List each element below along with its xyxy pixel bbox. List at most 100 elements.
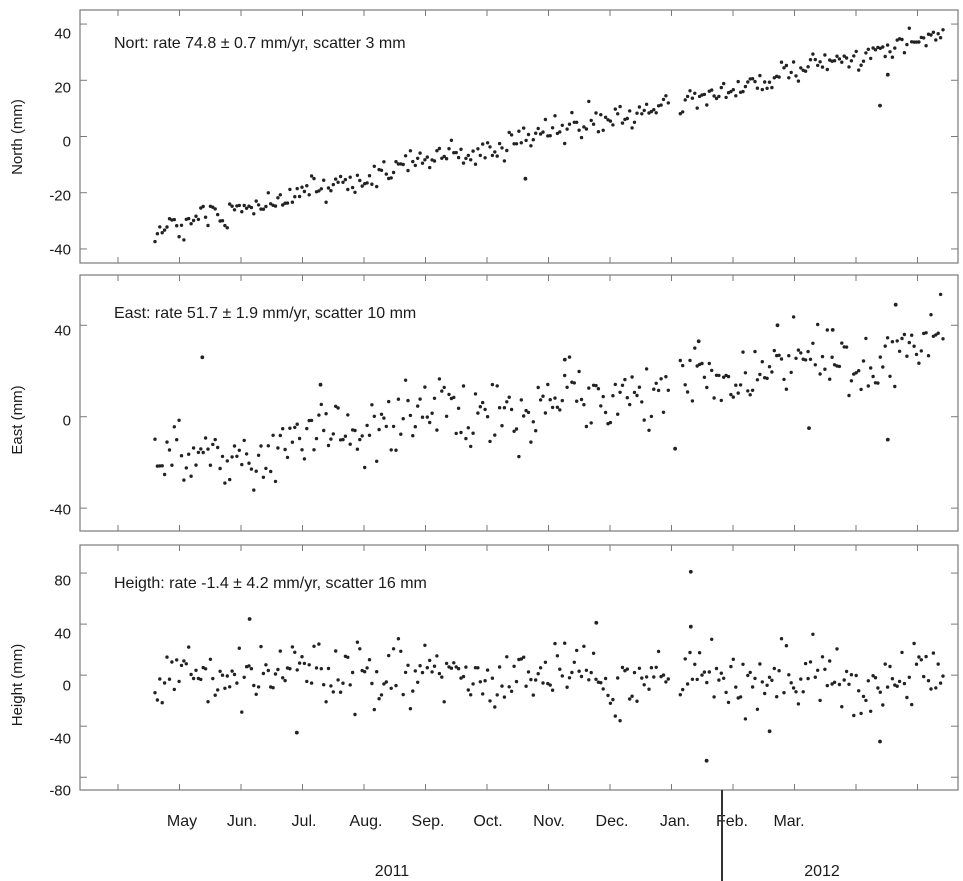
height-data-point <box>765 683 769 687</box>
height-data-point <box>575 648 579 653</box>
east-data-point <box>729 392 733 397</box>
north-data-point <box>717 94 721 99</box>
north-data-point <box>220 219 225 223</box>
east-data-point <box>546 382 550 387</box>
east-data-point <box>331 432 335 436</box>
north-data-point <box>254 199 258 203</box>
height-data-point <box>355 640 360 644</box>
height-data-point <box>753 676 757 681</box>
height-data-point <box>808 660 813 664</box>
height-data-point <box>628 697 632 701</box>
height-data-point <box>293 650 297 654</box>
east-data-point <box>936 331 940 335</box>
height-data-point <box>685 682 690 686</box>
north-data-point <box>541 130 545 134</box>
north-data-point <box>695 106 699 110</box>
north-data-point <box>565 127 569 131</box>
north-data-point <box>418 151 422 155</box>
height-data-point <box>791 686 796 690</box>
north-data-point <box>760 87 764 92</box>
height-data-point <box>408 707 413 711</box>
north-data-point <box>497 141 502 146</box>
height-data-point <box>782 691 786 695</box>
height-data-point <box>755 707 760 711</box>
east-data-point <box>888 374 892 378</box>
north-data-point <box>584 127 589 131</box>
height-data-point <box>309 681 314 685</box>
north-data-point <box>678 112 682 116</box>
east-data-point <box>228 477 232 482</box>
north-outlier-point <box>878 103 882 108</box>
east-data-point <box>334 404 338 408</box>
east-data-point <box>632 390 637 395</box>
north-data-point <box>722 81 726 86</box>
north-data-point <box>189 222 193 226</box>
east-data-point <box>700 361 704 366</box>
height-data-point <box>705 680 709 685</box>
height-data-point <box>329 684 333 688</box>
height-data-point <box>941 674 945 678</box>
east-data-point <box>456 406 461 410</box>
height-data-point <box>794 690 798 694</box>
height-data-point <box>832 680 837 684</box>
height-data-point <box>307 663 311 667</box>
east-data-point <box>722 375 726 379</box>
height-data-point <box>900 650 904 655</box>
north-data-point <box>259 207 263 211</box>
height-data-point <box>618 719 622 723</box>
north-data-point <box>548 134 552 138</box>
height-data-point <box>722 676 726 680</box>
north-data-point <box>683 98 687 102</box>
height-data-point <box>912 641 916 646</box>
east-data-point <box>861 359 866 363</box>
north-data-point <box>758 73 762 78</box>
east-data-point <box>753 349 757 354</box>
east-data-point <box>218 466 222 471</box>
east-data-point <box>661 410 666 414</box>
height-data-point <box>683 657 687 661</box>
height-data-point <box>514 679 519 684</box>
east-data-point <box>587 386 591 390</box>
height-data-point <box>772 666 776 671</box>
height-data-point <box>601 687 605 691</box>
east-data-point <box>902 332 907 337</box>
north-data-point <box>866 47 870 51</box>
height-data-point <box>367 658 372 662</box>
height-data-point <box>606 693 610 698</box>
east-data-point <box>461 384 466 388</box>
height-data-point <box>818 698 822 703</box>
height-data-point <box>613 714 617 718</box>
height-data-point <box>885 685 890 689</box>
north-data-point <box>281 203 285 207</box>
east-data-point <box>240 462 244 467</box>
north-data-point <box>907 26 911 30</box>
height-data-point <box>225 674 229 678</box>
height-data-point <box>777 669 781 673</box>
height-data-point <box>803 661 808 666</box>
east-data-point <box>897 349 902 353</box>
east-data-point <box>302 457 307 461</box>
height-data-point <box>599 681 603 685</box>
height-data-point <box>876 686 880 690</box>
height-data-point <box>640 676 644 680</box>
north-data-point <box>266 191 270 195</box>
height-data-point <box>572 660 576 664</box>
north-data-point <box>334 177 338 181</box>
east-data-point <box>220 454 225 459</box>
east-data-point <box>401 417 405 421</box>
east-data-point <box>719 398 723 403</box>
height-data-point <box>170 660 174 664</box>
month-label-sep: Sep. <box>412 813 445 830</box>
east-data-point <box>895 339 899 343</box>
height-data-point <box>464 665 468 669</box>
east-data-point <box>830 355 834 359</box>
height-data-point <box>485 668 490 672</box>
north-data-point <box>454 150 458 155</box>
height-data-point <box>707 670 711 674</box>
height-data-point <box>929 687 933 691</box>
height-data-point <box>497 665 502 669</box>
east-data-point <box>924 331 928 335</box>
east-data-point <box>702 375 707 379</box>
east-data-point <box>512 429 516 433</box>
north-ytick-40: 40 <box>54 26 71 43</box>
